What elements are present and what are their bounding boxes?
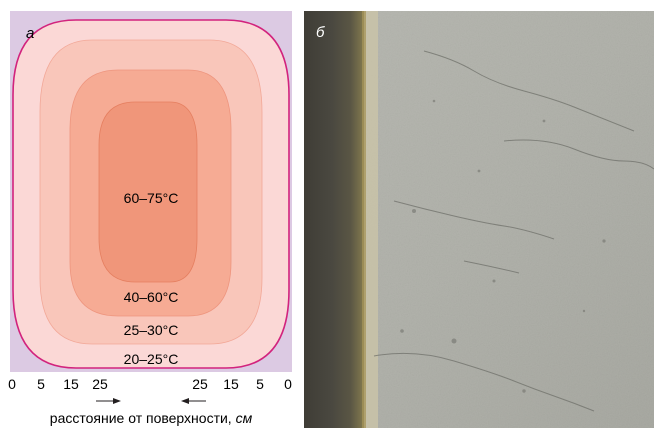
crack-lines	[373, 50, 654, 412]
tick-left-25: 25	[92, 376, 108, 392]
zone-label-40-60: 40–60°C	[124, 289, 179, 305]
tick-left-5: 5	[37, 376, 45, 392]
arrow-left-icon	[96, 398, 121, 404]
panel-a-label: а	[26, 25, 34, 42]
arrow-right-icon	[181, 398, 206, 404]
tick-left-15: 15	[63, 376, 79, 392]
tick-right-5: 5	[256, 376, 264, 392]
temperature-zones-diagram: а 60–75°C 40–60°C 25–30°C 20–25°C 0 5 15…	[8, 11, 292, 426]
axis-caption-unit: см	[236, 410, 253, 426]
tick-right-25: 25	[192, 376, 208, 392]
zone-label-20-25: 20–25°C	[124, 351, 179, 367]
wall-edge-shadow	[304, 11, 366, 428]
concrete-pores	[400, 99, 606, 393]
zone-60-75	[98, 101, 198, 283]
wall-edge-highlight	[364, 11, 378, 428]
panel-b-label: б	[316, 24, 325, 41]
wall-edge-line	[362, 11, 366, 428]
tick-right-0: 0	[284, 376, 292, 392]
zone-label-60-75: 60–75°C	[124, 190, 179, 206]
axis-caption: расстояние от поверхности, см	[50, 410, 253, 426]
tick-left-0: 0	[8, 376, 16, 392]
zone-label-25-30: 25–30°C	[124, 322, 179, 338]
concrete-wall-cracks-photo: б	[304, 11, 654, 428]
axis-caption-main: расстояние от поверхности,	[50, 410, 236, 426]
tick-right-15: 15	[223, 376, 239, 392]
